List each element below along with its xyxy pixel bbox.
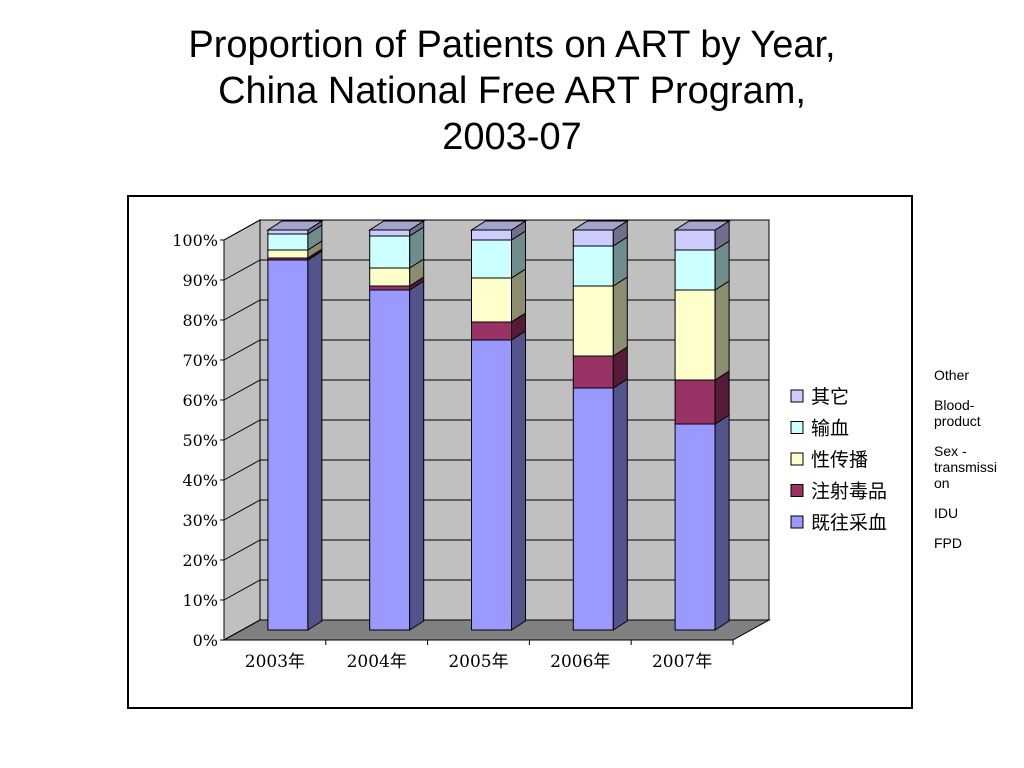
stacked-bar-chart: 0% 10% 20% 30% 40% 50% 60% 70% 80% 90% 100% 2003年 20… [172, 219, 887, 672]
bar-top [571, 220, 630, 231]
gridline-side [223, 539, 261, 561]
y-tick-label: 30% [182, 511, 218, 530]
bar-segment-side [409, 280, 425, 631]
bar-segment [674, 289, 716, 381]
bar-segment [267, 233, 309, 251]
legend-label: 输血 [811, 418, 849, 440]
english-legend: Other Blood-product Sex - transmissi on ID… [934, 367, 1014, 565]
y-tick-label: 0% [193, 631, 218, 650]
legend-label: 注射毒品 [811, 481, 887, 503]
english-legend-blood-product: Blood-product [934, 397, 981, 429]
bar-segment [674, 249, 716, 291]
y-tick-label: 10% [182, 591, 218, 610]
bar-segment [572, 355, 614, 389]
bar-segment [471, 339, 512, 631]
bar-segment [471, 321, 512, 341]
bar-top [266, 220, 324, 231]
legend-swatch [790, 484, 804, 497]
bar-segment [267, 259, 309, 631]
y-tick-label: 50% [182, 431, 218, 450]
bar-segment-side [612, 276, 628, 357]
bar-segment-side [307, 250, 323, 631]
bar-segment [572, 387, 614, 631]
x-tick-label: 2004年 [347, 652, 407, 672]
bar-segment [369, 267, 411, 287]
gridline-side [223, 339, 261, 361]
bar-segment-side [511, 330, 526, 631]
bar-top [469, 220, 528, 231]
y-tick-label: 90% [182, 271, 218, 290]
y-tick-label: 70% [182, 351, 218, 370]
gridline-side [223, 579, 261, 601]
bar-segment [674, 229, 716, 251]
bar-segment [369, 235, 411, 269]
bar-top [367, 220, 426, 231]
legend-swatch [790, 452, 804, 466]
x-tick-label: 2007年 [652, 652, 712, 672]
english-legend-fpd: FPD [934, 535, 962, 551]
gridline-side [223, 379, 261, 401]
x-tick-label: 2003年 [245, 652, 305, 672]
bar-segment [471, 277, 512, 323]
legend-label: 其它 [811, 386, 849, 408]
english-legend-other: Other [934, 367, 970, 383]
bar-segment-side [612, 378, 628, 631]
gridline-side [223, 259, 261, 281]
title-line-2: China National Free ART Program, [218, 70, 806, 112]
bar-segment [267, 229, 309, 235]
bar-segment-side [714, 280, 730, 381]
gridline-side [223, 459, 261, 481]
gridline-side [223, 419, 261, 441]
bar-top [673, 220, 731, 231]
chart-title: Proportion of Patients on ART by Year, C… [0, 22, 1024, 160]
gridline-side [223, 619, 261, 641]
gridline-side [223, 499, 261, 521]
bar-segment [572, 229, 614, 247]
gridline-side [223, 219, 261, 241]
legend-label: 既往采血 [811, 512, 887, 534]
legend-swatch [790, 389, 804, 403]
bar-segment-side [714, 414, 730, 631]
bar-segment [369, 285, 411, 291]
gridline-side [223, 299, 261, 321]
bar-segment [267, 249, 309, 259]
y-tick-label: 60% [182, 391, 218, 410]
bar-segment [572, 245, 614, 287]
bar-segment [471, 239, 512, 279]
english-legend-sex-transmission: Sex - transmissi on [934, 443, 998, 491]
bar-segment [369, 289, 411, 631]
legend-swatch [790, 421, 804, 434]
chart-frame: 0% 10% 20% 30% 40% 50% 60% 70% 80% 90% 100% 2003年 20… [127, 195, 913, 709]
x-tick-label: 2006年 [550, 652, 610, 672]
bar-segment [471, 229, 512, 241]
y-tick-label: 100% [172, 231, 218, 250]
y-tick-label: 40% [182, 471, 218, 490]
x-tick-label: 2005年 [448, 652, 508, 672]
bar-segment [369, 229, 411, 237]
bar-segment [572, 285, 614, 357]
y-tick-label: 20% [182, 551, 218, 570]
title-line-1: Proportion of Patients on ART by Year, [188, 24, 836, 66]
english-legend-idu: IDU [934, 505, 959, 521]
title-line-3: 2003-07 [442, 116, 582, 158]
legend-label: 性传播 [811, 449, 868, 471]
legend-swatch [790, 515, 804, 529]
bar-segment [674, 379, 716, 425]
y-tick-label: 80% [182, 311, 218, 330]
bar-segment [674, 423, 716, 631]
